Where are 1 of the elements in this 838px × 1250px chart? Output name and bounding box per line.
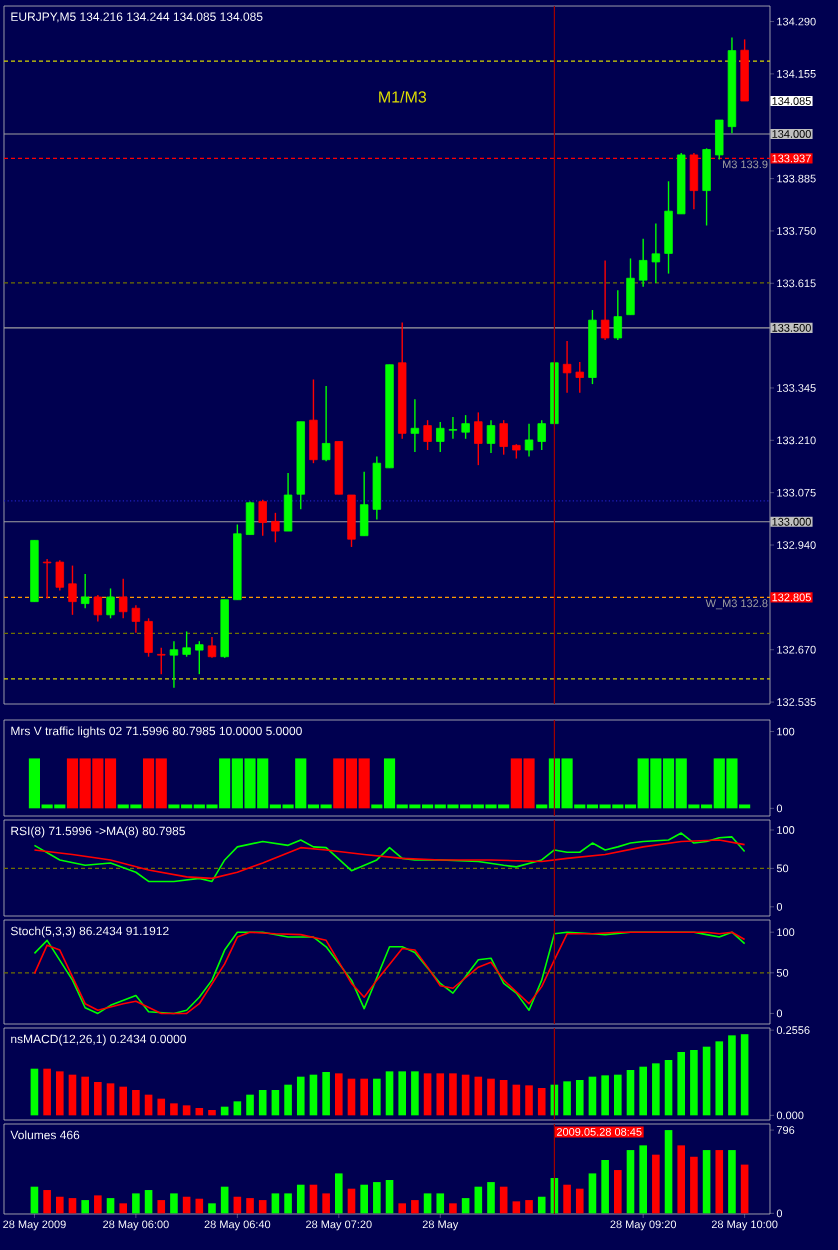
annotation: M1/M3 — [379, 90, 427, 103]
